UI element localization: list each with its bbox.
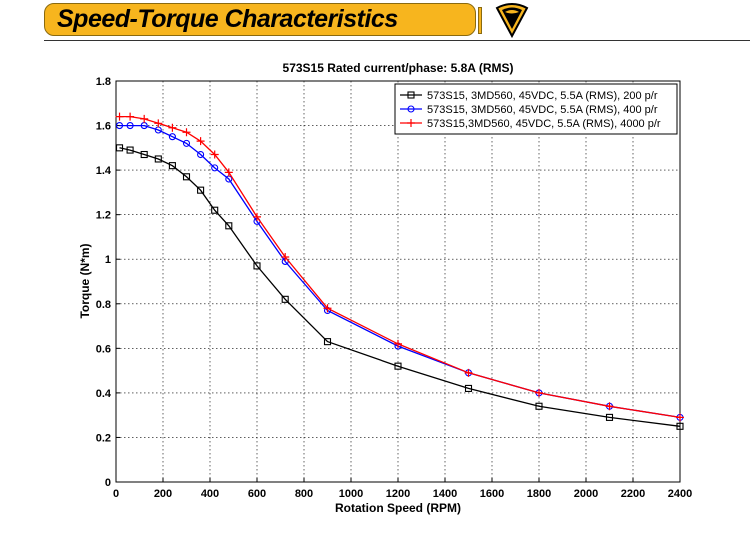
data-point (154, 119, 163, 128)
series-lines (115, 112, 684, 430)
data-point (210, 150, 219, 159)
y-axis-label: Torque (N*m) (78, 243, 92, 318)
x-tick-label: 2000 (574, 488, 598, 500)
x-tick-label: 1400 (433, 488, 457, 500)
data-point (605, 402, 614, 411)
legend-entry: 573S15,3MD560, 45VDC, 5.5A (RMS), 4000 p… (400, 118, 661, 130)
data-point (464, 368, 473, 377)
y-tick-label: 1.8 (96, 76, 111, 88)
x-tick-label: 1600 (480, 488, 504, 500)
data-point (224, 168, 233, 177)
y-tick-label: 1.2 (96, 210, 111, 222)
data-point (225, 222, 233, 230)
x-tick-label: 2200 (621, 488, 645, 500)
data-point (535, 388, 543, 397)
data-point (676, 413, 684, 422)
data-point (115, 144, 124, 152)
data-point (115, 122, 124, 130)
data-point (182, 128, 191, 137)
legend-label: 573S15,3MD560, 45VDC, 5.5A (RMS), 4000 p… (427, 118, 661, 130)
data-point (154, 155, 162, 163)
y-tick-label: 0.2 (96, 432, 111, 444)
legend-label: 573S15, 3MD560, 45VDC, 5.5A (RMS), 200 p… (427, 90, 658, 102)
data-point (323, 304, 332, 313)
x-tick-label: 600 (248, 488, 266, 500)
y-tick-label: 1 (105, 254, 111, 266)
data-point (281, 252, 290, 261)
x-tick-label: 1800 (527, 488, 551, 500)
data-point (140, 114, 149, 123)
data-point (394, 362, 402, 370)
data-point (197, 150, 205, 159)
data-point (281, 295, 289, 303)
x-tick-label: 1200 (386, 488, 410, 500)
data-point (464, 384, 473, 392)
x-tick-label: 0 (113, 488, 119, 500)
data-point (535, 402, 543, 410)
y-tick-label: 0.4 (96, 388, 112, 400)
series-1 (115, 144, 684, 430)
x-tick-label: 800 (295, 488, 313, 500)
data-point (182, 173, 191, 181)
data-point (323, 338, 332, 346)
data-point (253, 262, 261, 270)
y-tick-label: 0 (105, 477, 111, 489)
data-point (168, 123, 177, 132)
y-tick-label: 1.6 (96, 121, 111, 133)
legend-marker (407, 119, 415, 127)
data-point (676, 422, 684, 430)
legend-entry: 573S15, 3MD560, 45VDC, 5.5A (RMS), 400 p… (400, 104, 658, 116)
data-point (605, 413, 614, 421)
data-point (182, 139, 191, 147)
data-point (253, 212, 261, 221)
data-point (211, 164, 219, 172)
y-tick-label: 0.6 (96, 343, 111, 355)
data-point (140, 150, 148, 159)
data-point (126, 146, 134, 154)
title-banner: Speed-Torque Characteristics (44, 3, 476, 36)
legend-box (394, 83, 678, 135)
x-tick-label: 200 (154, 488, 172, 500)
legend: 573S15, 3MD560, 45VDC, 5.5A (RMS), 200 p… (394, 83, 678, 135)
y-tick-label: 1.4 (96, 165, 112, 177)
legend-label: 573S15, 3MD560, 45VDC, 5.5A (RMS), 400 p… (427, 104, 658, 116)
legend-marker (407, 105, 415, 113)
banner-divider (478, 7, 482, 34)
data-point (115, 112, 124, 121)
data-point (211, 206, 219, 214)
x-axis-label: Rotation Speed (RPM) (335, 501, 461, 515)
data-point (168, 162, 176, 170)
data-point (168, 133, 176, 141)
grid (116, 81, 680, 482)
chart-title: 573S15 Rated current/phase: 5.8A (RMS) (283, 61, 514, 75)
x-tick-label: 2400 (668, 488, 692, 500)
triangle-emblem-icon (495, 3, 529, 38)
legend-entry: 573S15, 3MD560, 45VDC, 5.5A (RMS), 200 p… (400, 90, 658, 102)
legend-marker (407, 91, 415, 99)
series-line (119, 147, 681, 427)
data-point (126, 112, 135, 121)
page-title: Speed-Torque Characteristics (57, 5, 398, 33)
series-3 (115, 112, 684, 422)
x-tick-label: 1000 (339, 488, 363, 500)
data-point (394, 339, 402, 348)
header-rule (44, 40, 750, 41)
x-tick-label: 400 (201, 488, 219, 500)
data-point (126, 122, 134, 130)
data-point (197, 186, 205, 194)
y-tick-label: 0.8 (96, 299, 111, 311)
data-point (196, 137, 205, 146)
axis-ticks: 0 200 400 600 800 1000 1200 1400 1600 1800 2000 220… (96, 76, 693, 500)
